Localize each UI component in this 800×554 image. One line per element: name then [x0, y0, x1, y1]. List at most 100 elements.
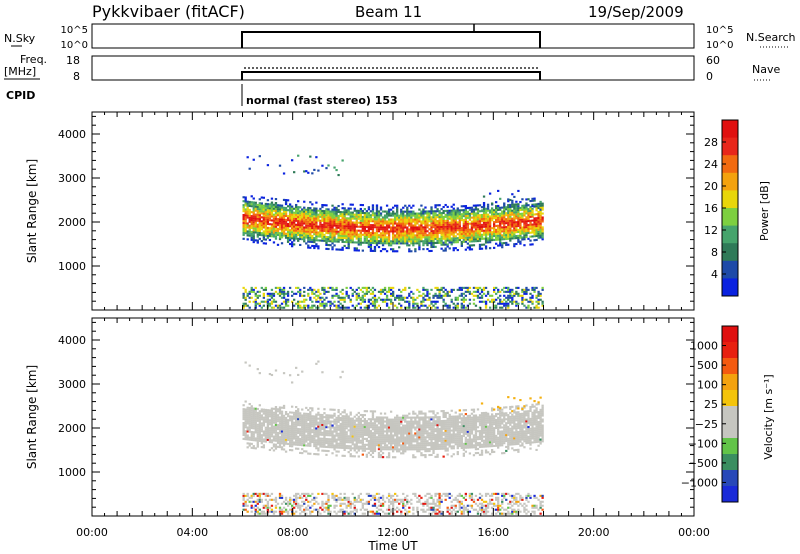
range-gate-cell [341, 370, 344, 373]
range-gate-cell [377, 246, 381, 249]
range-gate-cell [325, 500, 328, 503]
range-gate-cell [412, 212, 415, 215]
range-gate-cell [470, 244, 474, 247]
range-gate-cell [274, 233, 278, 236]
range-gate-cell [284, 304, 288, 307]
range-gate-cell [343, 240, 346, 244]
range-gate-cell [414, 250, 417, 253]
range-gate-cell [484, 209, 488, 212]
range-gate-cell [288, 239, 292, 242]
range-gate-cell [266, 432, 270, 435]
range-gate-cell [410, 242, 413, 245]
range-gate-cell [248, 422, 251, 425]
range-gate-cell [301, 452, 304, 455]
range-gate-cell [319, 231, 322, 234]
range-gate-cell [276, 222, 280, 225]
range-gate-cell [450, 223, 453, 226]
range-gate-cell [442, 211, 445, 215]
range-gate-cell [341, 224, 344, 228]
range-gate-cell [288, 219, 292, 222]
range-gate-cell [482, 219, 486, 222]
range-gate-cell [412, 302, 415, 305]
range-gate-cell [414, 222, 417, 225]
range-gate-cell [389, 214, 393, 217]
range-gate-cell [412, 224, 415, 227]
range-gate-cell [252, 411, 255, 414]
range-gate-cell [361, 447, 364, 450]
range-gate-cell [282, 506, 286, 509]
range-gate-cell [248, 200, 251, 204]
range-gate-cell [507, 288, 510, 291]
range-gate-cell [290, 209, 294, 212]
range-gate-cell [335, 232, 338, 235]
range-gate-cell [428, 298, 431, 301]
range-gate-cell [420, 238, 423, 241]
range-gate-cell [353, 443, 356, 446]
range-gate-cell [270, 225, 274, 228]
range-gate-cell [303, 422, 306, 425]
range-gate-cell [250, 432, 253, 436]
range-gate-cell [274, 207, 278, 211]
range-gate-cell [373, 304, 377, 307]
range-gate-cell [272, 427, 276, 430]
range-gate-cell [478, 224, 482, 227]
range-gate-cell [379, 236, 383, 239]
range-gate-cell [355, 211, 358, 214]
range-gate-cell [458, 223, 461, 226]
range-gate-cell [248, 232, 251, 235]
range-gate-cell [533, 231, 536, 234]
range-gate-cell [379, 208, 383, 211]
range-gate-cell [454, 241, 457, 244]
range-gate-cell [250, 407, 253, 410]
range-gate-cell [305, 406, 308, 409]
range-gate-cell [343, 440, 346, 444]
range-gate-cell [495, 232, 498, 235]
range-gate-cell [299, 512, 302, 515]
range-gate-cell [369, 410, 373, 413]
range-gate-cell [276, 410, 280, 413]
range-gate-cell [254, 447, 257, 450]
range-gate-cell [321, 288, 324, 291]
range-gate-cell [339, 502, 342, 505]
range-gate-cell [282, 288, 286, 291]
range-gate-cell [373, 298, 377, 301]
range-gate-cell [274, 425, 278, 428]
range-gate-cell [379, 238, 383, 241]
range-gate-cell [389, 294, 393, 297]
range-gate-cell [466, 212, 470, 215]
range-gate-cell [248, 414, 251, 417]
range-gate-cell [303, 440, 306, 443]
range-gate-cell [367, 432, 371, 435]
range-gate-cell [278, 208, 282, 211]
range-gate-cell [365, 420, 369, 423]
range-gate-cell [270, 209, 274, 212]
range-gate-cell [519, 214, 522, 217]
range-gate-cell [290, 213, 294, 216]
range-gate-cell [311, 437, 314, 440]
range-gate-cell [377, 212, 381, 215]
range-gate-cell [482, 201, 486, 205]
range-gate-cell [501, 228, 504, 231]
range-gate-cell [355, 294, 358, 297]
range-gate-cell [329, 302, 332, 305]
range-gate-cell [476, 232, 480, 235]
range-gate-cell [519, 234, 522, 237]
range-gate-cell [363, 223, 367, 227]
range-gate-cell [280, 414, 284, 417]
range-gate-cell [246, 210, 249, 213]
range-gate-cell [315, 300, 318, 303]
range-gate-cell [280, 412, 284, 415]
range-gate-cell [387, 236, 391, 239]
range-gate-cell [303, 206, 306, 209]
range-gate-cell [367, 286, 371, 289]
range-gate-cell [367, 422, 371, 425]
range-gate-cell [434, 222, 437, 225]
range-gate-cell [357, 229, 360, 232]
range-gate-cell [394, 238, 397, 241]
range-gate-cell [389, 242, 393, 245]
range-gate-cell [406, 208, 409, 211]
range-gate-cell [295, 207, 298, 211]
range-gate-cell [301, 496, 304, 499]
range-gate-cell [454, 296, 457, 299]
range-gate-cell [246, 510, 249, 513]
